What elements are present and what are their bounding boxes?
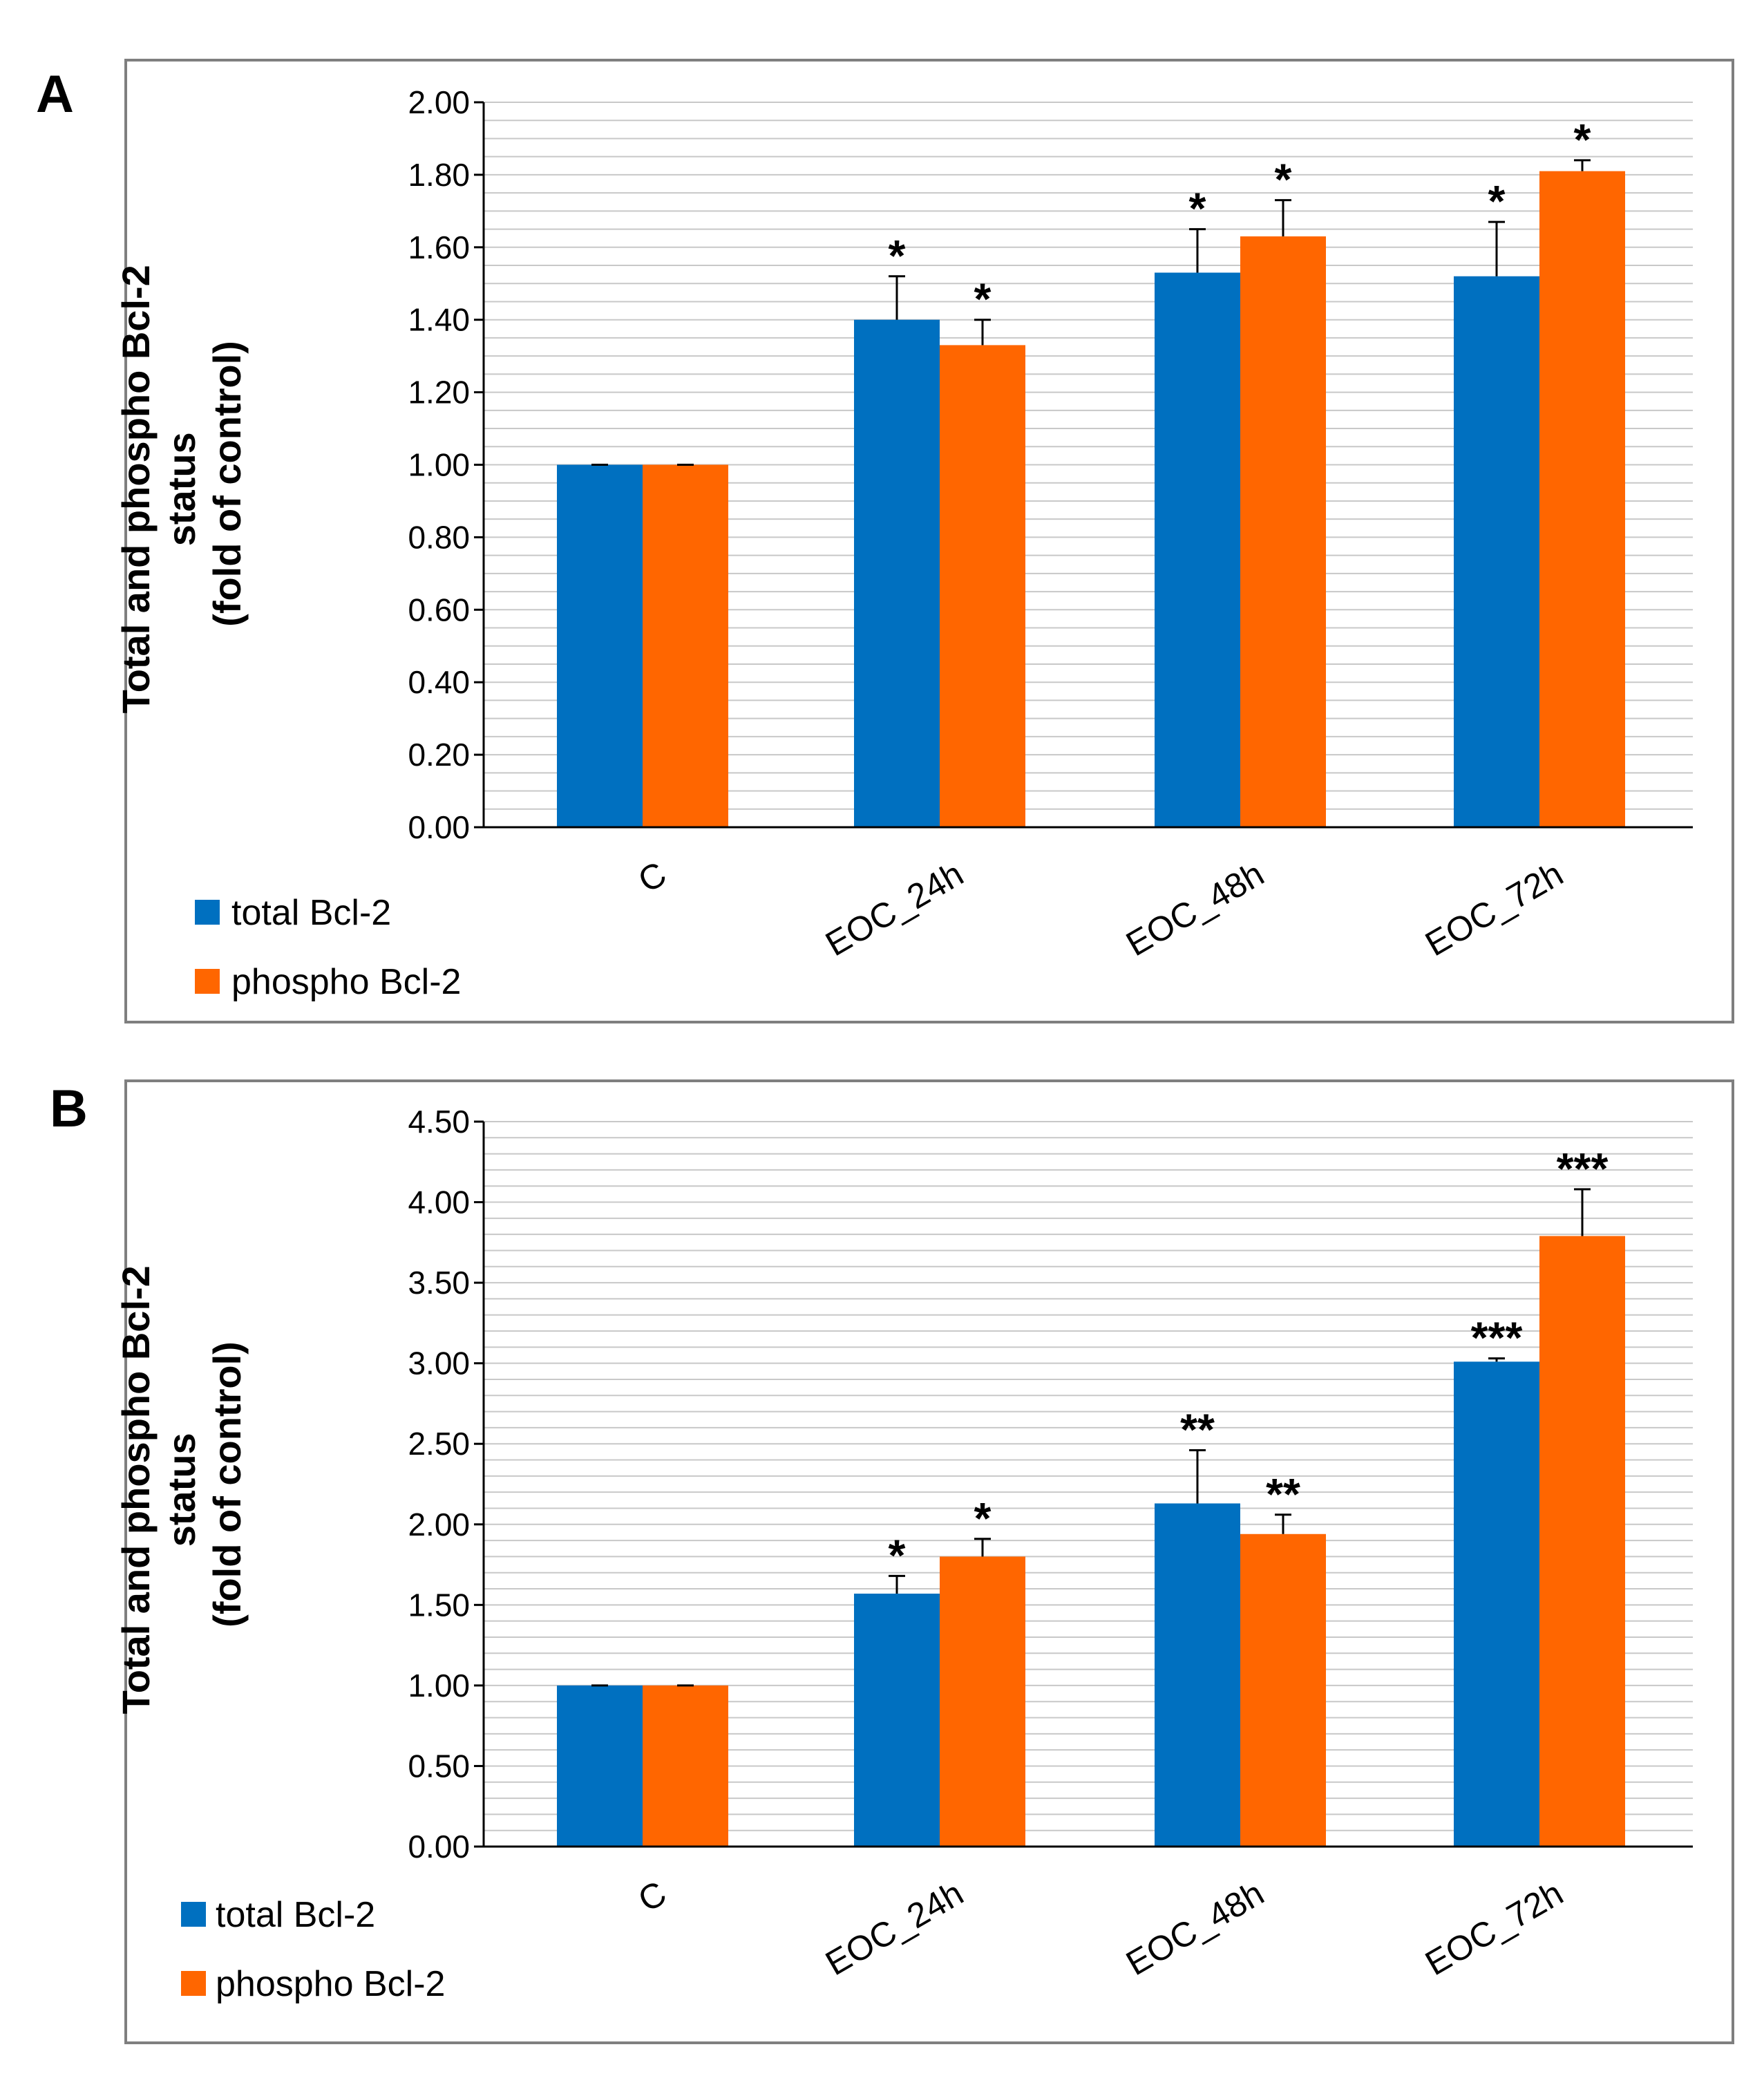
bar bbox=[1539, 171, 1625, 827]
significance-marker: ** bbox=[1266, 1469, 1300, 1519]
axes bbox=[474, 1120, 1693, 1848]
significance-marker: *** bbox=[1471, 1313, 1523, 1363]
bar bbox=[1155, 272, 1240, 827]
y-tick-label: 4.50 bbox=[408, 1104, 470, 1140]
bar bbox=[1240, 236, 1326, 827]
y-axis-label-line: status bbox=[160, 1433, 203, 1547]
legend-swatch-phospho bbox=[181, 1971, 206, 1996]
legend-label-phospho: phospho Bcl-2 bbox=[216, 1964, 445, 2004]
bar bbox=[1155, 1503, 1240, 1847]
y-axis-label-line: Total and phospho Bcl-2 bbox=[114, 265, 158, 713]
bar bbox=[557, 1685, 643, 1847]
significance-marker: * bbox=[1488, 176, 1506, 226]
bar bbox=[1454, 1361, 1539, 1847]
significance-labels: * ** *** * ** *** bbox=[889, 1144, 1609, 1580]
y-tick-label: 3.50 bbox=[408, 1265, 470, 1301]
legend-swatch-phospho bbox=[195, 969, 220, 994]
panel-label-b: B bbox=[50, 1079, 88, 1138]
significance-marker: * bbox=[1189, 184, 1206, 234]
bar bbox=[643, 1685, 728, 1847]
x-category-label: EOC_72h bbox=[1419, 854, 1569, 963]
x-category-label: EOC_48h bbox=[1119, 1874, 1270, 1983]
y-tick-label: 0.60 bbox=[408, 592, 470, 627]
significance-marker: * bbox=[889, 1530, 906, 1580]
legend-label-total: total Bcl-2 bbox=[231, 893, 391, 933]
legend-label-total: total Bcl-2 bbox=[216, 1895, 375, 1935]
legend-swatch-total bbox=[181, 1902, 206, 1927]
panel-b: B 0.00 0.50 1.00 1.50 2.00 2.50 3.00 3.5… bbox=[50, 1079, 1734, 2044]
y-tick-label: 1.20 bbox=[408, 375, 470, 411]
significance-marker: * bbox=[1574, 115, 1591, 164]
bars bbox=[557, 1188, 1625, 1847]
y-axis-label-line: Total and phospho Bcl-2 bbox=[114, 1265, 158, 1714]
y-tick-label: 1.50 bbox=[408, 1587, 470, 1623]
significance-marker: * bbox=[889, 231, 906, 281]
bar bbox=[1240, 1534, 1326, 1847]
y-axis-label-line: status bbox=[160, 432, 203, 546]
y-tick-label: 1.80 bbox=[408, 157, 470, 193]
y-axis-label: Total and phospho Bcl-2 status (fold of … bbox=[114, 1255, 249, 1715]
legend: total Bcl-2 phospho Bcl-2 bbox=[195, 893, 461, 1002]
y-tick-label: 2.50 bbox=[408, 1426, 470, 1462]
bar bbox=[940, 345, 1025, 827]
y-tick-labels: 0.00 0.50 1.00 1.50 2.00 2.50 3.00 3.50 … bbox=[408, 1104, 470, 1865]
panel-frame bbox=[124, 1079, 1734, 2044]
panel-label-a: A bbox=[36, 65, 74, 124]
y-tick-label: 3.00 bbox=[408, 1346, 470, 1381]
bar bbox=[854, 1594, 940, 1847]
legend: total Bcl-2 phospho Bcl-2 bbox=[181, 1895, 445, 2004]
bar bbox=[1454, 276, 1539, 827]
y-tick-label: 1.00 bbox=[408, 1668, 470, 1704]
y-tick-labels: 0.00 0.20 0.40 0.60 0.80 1.00 1.20 1.40 … bbox=[408, 84, 470, 845]
bar bbox=[643, 464, 728, 827]
legend-label-phospho: phospho Bcl-2 bbox=[231, 962, 461, 1002]
significance-marker: *** bbox=[1557, 1144, 1609, 1193]
bars bbox=[557, 159, 1625, 827]
y-tick-label: 0.40 bbox=[408, 664, 470, 700]
x-category-label: EOC_24h bbox=[819, 1874, 969, 1983]
y-tick-label: 0.00 bbox=[408, 1829, 470, 1865]
y-tick-label: 1.40 bbox=[408, 302, 470, 338]
y-tick-label: 4.00 bbox=[408, 1185, 470, 1220]
bar bbox=[1539, 1236, 1625, 1847]
y-tick-label: 2.00 bbox=[408, 84, 470, 120]
legend-swatch-total bbox=[195, 900, 220, 925]
x-category-label: EOC_48h bbox=[1119, 854, 1270, 963]
bar bbox=[557, 464, 643, 827]
significance-marker: * bbox=[974, 274, 992, 324]
panel-frame bbox=[124, 59, 1734, 1023]
y-axis-label-line: (fold of control) bbox=[205, 1341, 249, 1627]
y-tick-label: 1.60 bbox=[408, 229, 470, 265]
x-category-labels: C EOC_24h EOC_48h EOC_72h bbox=[632, 1874, 1569, 1983]
axes bbox=[474, 101, 1693, 829]
significance-marker: * bbox=[1275, 155, 1292, 205]
x-category-label: EOC_24h bbox=[819, 854, 969, 963]
x-category-label: C bbox=[632, 854, 672, 900]
y-axis-label: Total and phospho Bcl-2 status (fold of … bbox=[114, 254, 249, 714]
x-category-label: C bbox=[632, 1874, 672, 1920]
y-tick-label: 1.00 bbox=[408, 447, 470, 483]
bar bbox=[854, 319, 940, 827]
x-category-label: EOC_72h bbox=[1419, 1874, 1569, 1983]
significance-marker: * bbox=[974, 1493, 992, 1543]
y-tick-label: 0.20 bbox=[408, 737, 470, 773]
y-tick-label: 0.80 bbox=[408, 519, 470, 555]
y-axis-label-line: (fold of control) bbox=[205, 341, 249, 627]
significance-labels: * * * * * * bbox=[889, 115, 1591, 324]
y-tick-label: 0.00 bbox=[408, 809, 470, 845]
bar bbox=[940, 1556, 1025, 1847]
significance-marker: ** bbox=[1180, 1405, 1215, 1455]
x-category-labels: C EOC_24h EOC_48h EOC_72h bbox=[632, 854, 1569, 963]
y-tick-label: 0.50 bbox=[408, 1748, 470, 1784]
y-tick-label: 2.00 bbox=[408, 1507, 470, 1542]
panel-a: A 0.00 0.20 0.40 0.60 0.80 1.00 1.20 1.4… bbox=[36, 59, 1734, 1023]
